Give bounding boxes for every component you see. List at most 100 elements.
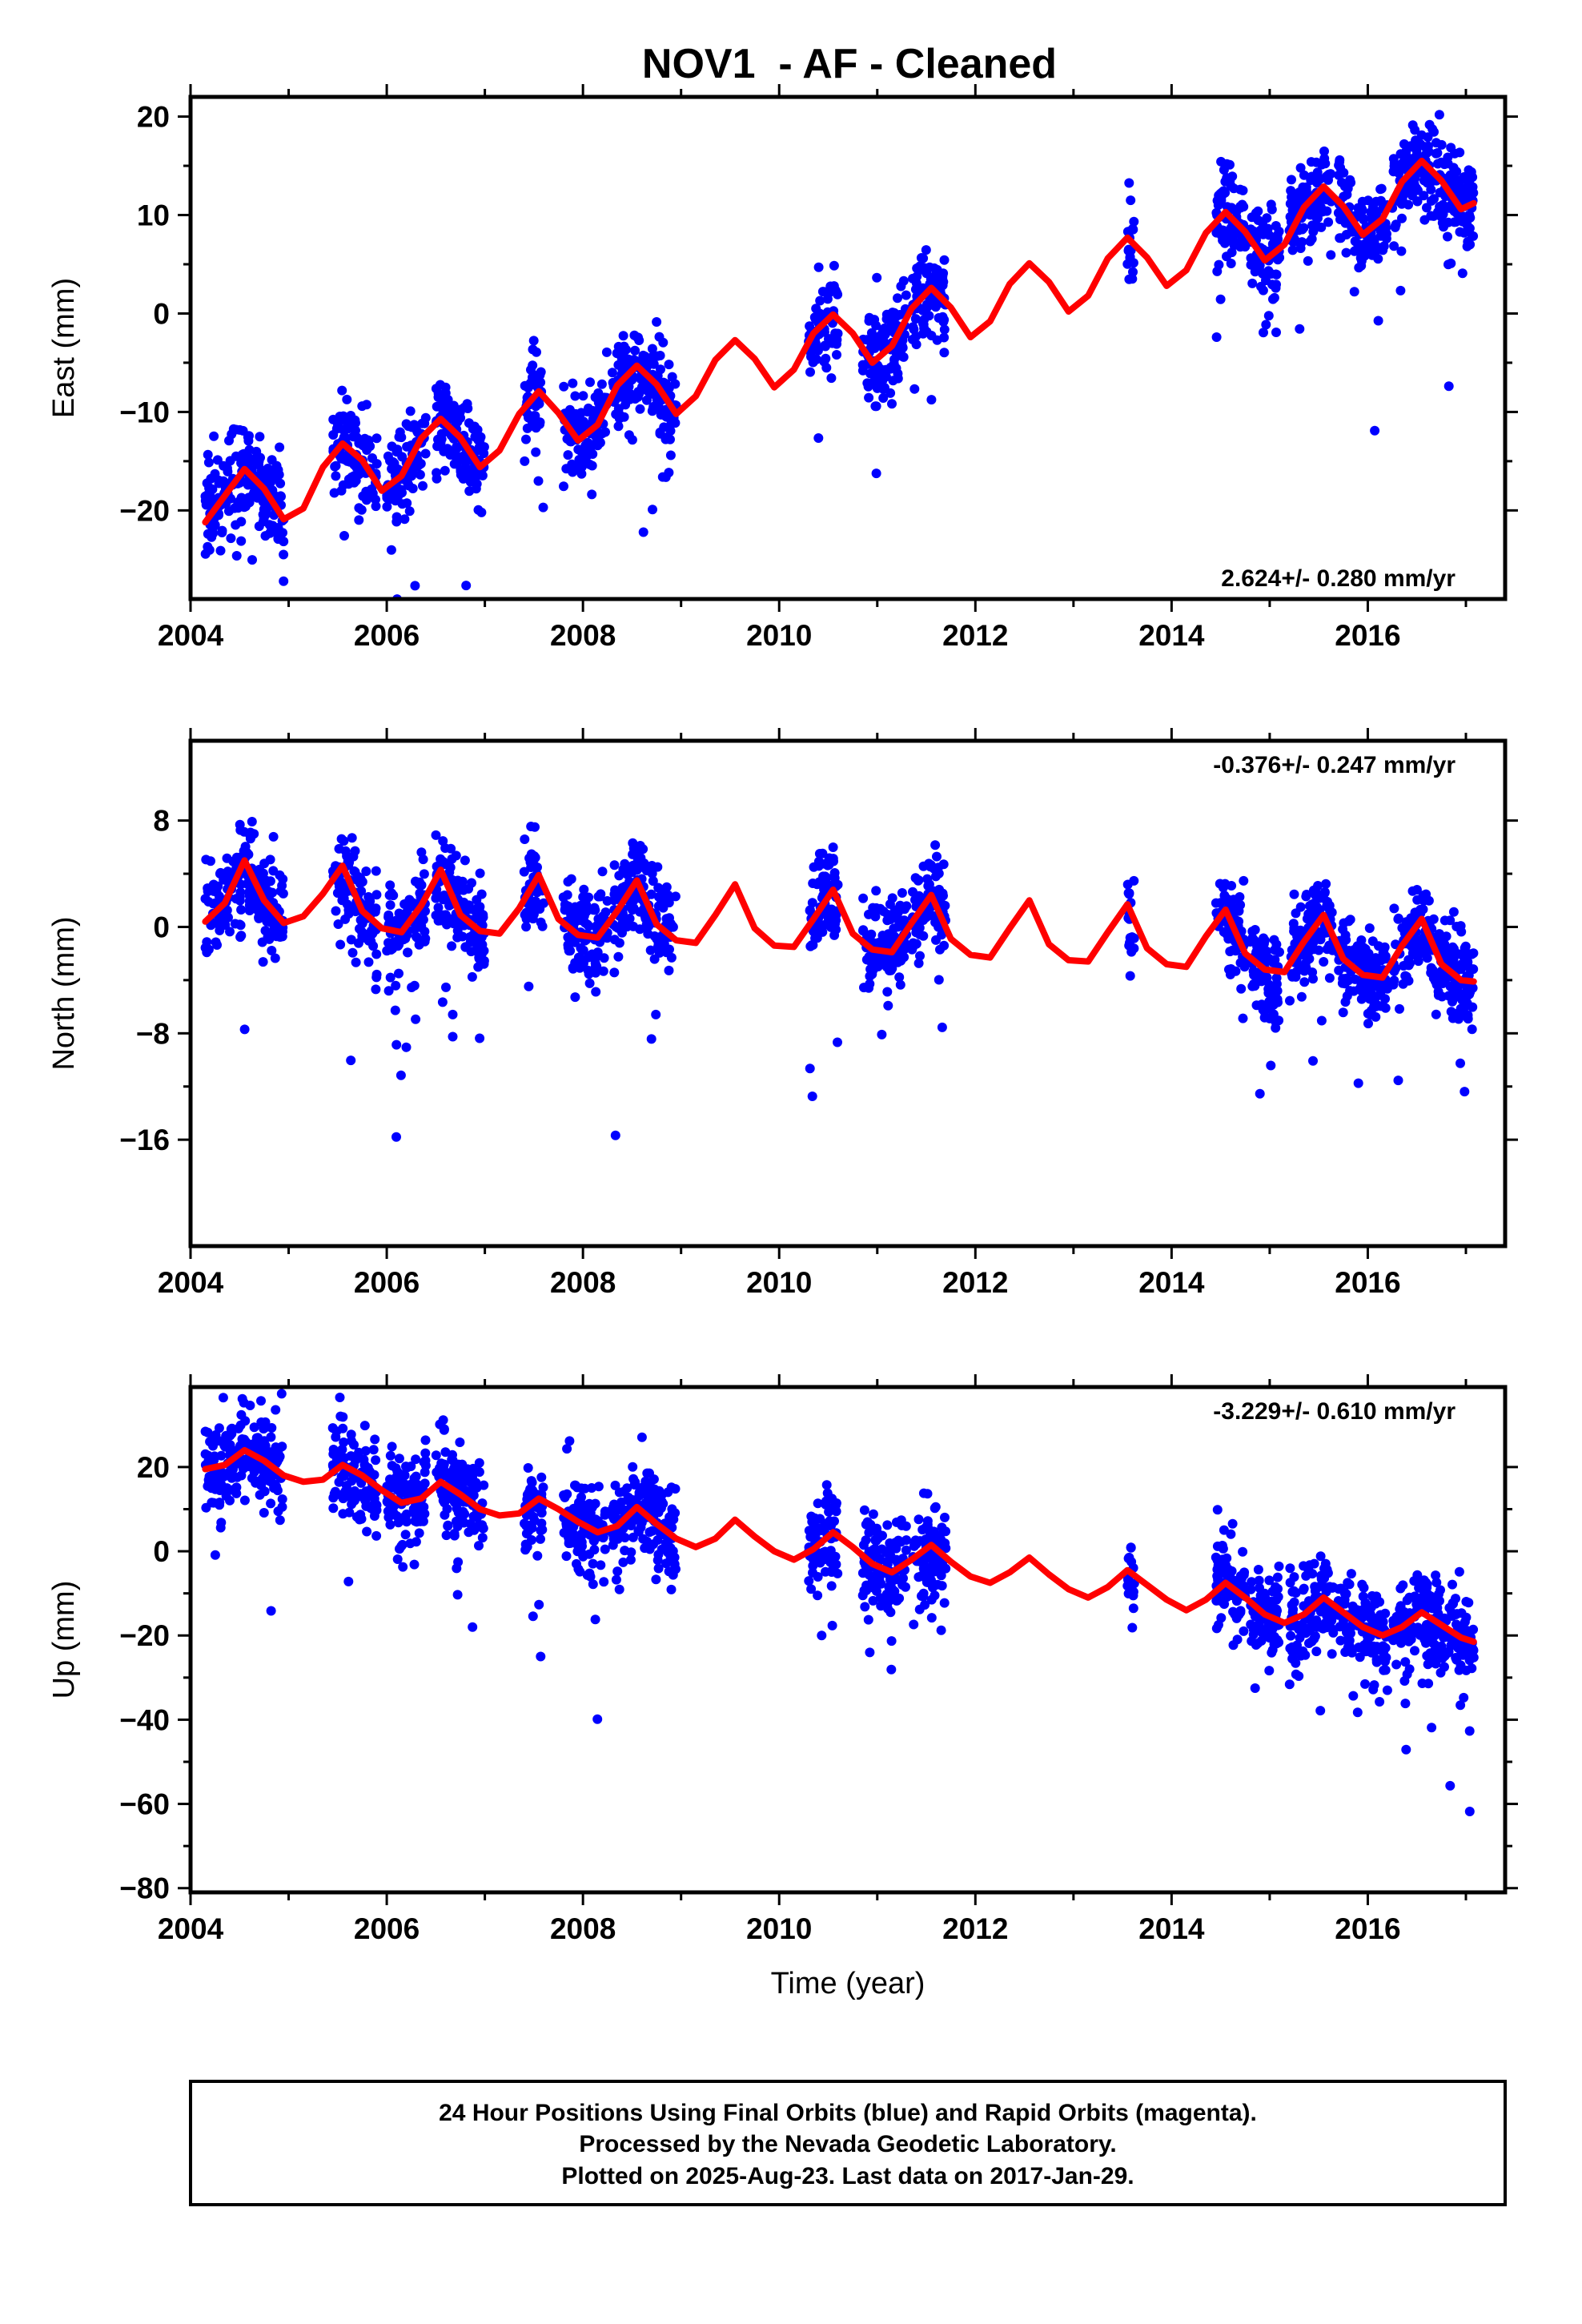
data-point — [935, 1535, 945, 1546]
data-point — [562, 1444, 572, 1454]
data-point — [918, 320, 929, 330]
data-point — [1124, 274, 1134, 284]
data-point — [877, 1029, 887, 1039]
data-point — [868, 964, 878, 975]
data-point — [1438, 973, 1448, 983]
data-point — [1356, 255, 1367, 266]
data-point — [420, 418, 430, 428]
data-point — [664, 1566, 674, 1577]
data-point — [387, 888, 397, 899]
data-point — [523, 383, 533, 393]
data-point — [457, 876, 468, 887]
data-point — [813, 433, 824, 443]
data-point — [600, 427, 610, 437]
data-point — [1227, 247, 1237, 258]
data-point — [563, 877, 573, 887]
data-point — [618, 387, 628, 396]
data-point — [1364, 247, 1375, 257]
data-point — [910, 1535, 921, 1546]
data-point — [391, 1132, 401, 1142]
data-point — [1460, 1087, 1470, 1097]
data-point — [901, 290, 911, 300]
data-point — [536, 1472, 547, 1482]
data-point — [584, 969, 594, 979]
data-point — [212, 940, 222, 950]
data-point — [861, 955, 872, 965]
data-point — [524, 981, 534, 991]
data-point — [813, 1572, 823, 1582]
north-frame — [188, 738, 1508, 1248]
data-point — [441, 1530, 452, 1541]
data-point — [646, 1034, 656, 1044]
data-point — [521, 922, 532, 932]
data-point — [224, 436, 234, 446]
data-point — [1124, 178, 1134, 188]
data-point — [935, 944, 945, 955]
data-point — [236, 905, 247, 915]
data-point — [1226, 181, 1236, 191]
data-point — [449, 459, 460, 469]
data-point — [1258, 268, 1267, 279]
data-point — [886, 1636, 897, 1647]
data-point — [1447, 996, 1457, 1007]
data-point — [1239, 1626, 1249, 1636]
data-point — [203, 1450, 213, 1461]
data-point — [1299, 223, 1309, 233]
data-point — [813, 262, 824, 272]
data-point — [930, 1502, 941, 1512]
data-point — [830, 1500, 841, 1510]
data-point — [885, 1607, 896, 1618]
data-point — [872, 383, 882, 393]
data-point — [333, 919, 343, 929]
data-point — [215, 545, 226, 556]
data-point — [1349, 287, 1359, 297]
data-point — [258, 509, 268, 520]
data-point — [1212, 266, 1223, 276]
data-point — [1123, 1589, 1134, 1598]
data-point — [1373, 254, 1383, 264]
data-point — [479, 1480, 489, 1490]
data-point — [1393, 914, 1403, 924]
data-point — [251, 446, 262, 456]
data-point — [225, 927, 235, 937]
data-point — [584, 1568, 595, 1578]
data-point — [562, 890, 572, 900]
north-observations — [200, 817, 1479, 1142]
data-point — [889, 923, 899, 934]
data-point — [937, 1522, 947, 1533]
data-point — [258, 957, 268, 967]
data-point — [467, 878, 476, 888]
data-point — [1363, 1019, 1373, 1029]
data-point — [620, 922, 631, 932]
data-point — [609, 1510, 620, 1521]
data-point — [394, 1454, 404, 1464]
data-point — [808, 926, 818, 936]
data-point — [204, 483, 215, 493]
data-point — [584, 1549, 595, 1559]
data-point — [1319, 206, 1328, 215]
data-point — [1252, 941, 1263, 951]
data-point — [644, 609, 653, 618]
data-point — [362, 1526, 372, 1537]
data-point — [468, 1622, 478, 1632]
data-point — [266, 1606, 276, 1616]
data-point — [432, 401, 442, 412]
data-point — [437, 997, 448, 1007]
data-point — [561, 1551, 572, 1562]
data-point — [628, 895, 639, 906]
data-point — [1258, 285, 1268, 296]
data-point — [814, 877, 825, 887]
data-point — [392, 1466, 403, 1477]
data-point — [887, 399, 897, 409]
data-point — [575, 963, 585, 973]
data-point — [644, 921, 654, 931]
data-point — [1459, 951, 1469, 962]
data-point — [877, 332, 888, 343]
data-point — [472, 935, 483, 946]
data-point — [596, 913, 607, 923]
data-point — [355, 879, 365, 889]
data-point — [1456, 1058, 1465, 1068]
data-point — [1267, 239, 1278, 249]
data-point — [827, 1565, 837, 1575]
data-point — [344, 1491, 354, 1502]
